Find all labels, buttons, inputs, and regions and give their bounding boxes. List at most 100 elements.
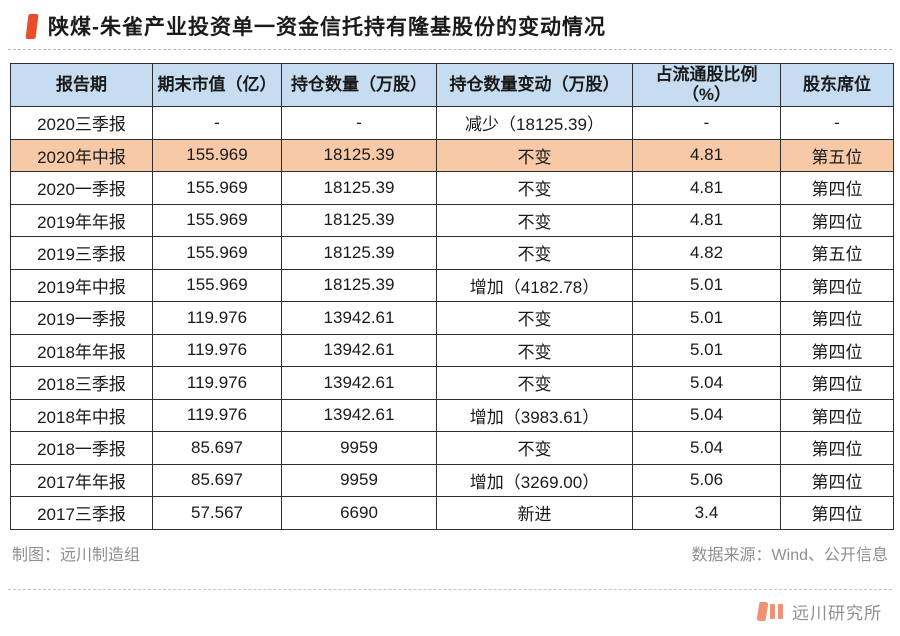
table-cell: - (632, 106, 781, 140)
table-cell: 2017年年报 (10, 463, 153, 497)
table-cell: 155.969 (152, 203, 282, 237)
table-row: 2020三季报 - - 减少（18125.39） - - (10, 106, 894, 140)
table-cell: 第四位 (780, 301, 894, 335)
table-row: 2018一季报 85.697 9959 不变 5.04 第四位 (10, 431, 894, 465)
table-cell: 第四位 (780, 268, 894, 302)
table-cell: 新进 (436, 496, 633, 530)
table-cell: 5.04 (632, 366, 781, 400)
table-row: 2020年中报 155.969 18125.39 不变 4.81 第五位 (10, 138, 894, 172)
table-cell: 第五位 (780, 138, 894, 172)
table-cell: 18125.39 (281, 268, 437, 302)
table-cell: 5.01 (632, 333, 781, 367)
table-cell: 13942.61 (281, 301, 437, 335)
title-separator (8, 49, 892, 50)
table-cell: 13942.61 (281, 366, 437, 400)
column-header: 股东席位 (780, 63, 894, 107)
data-source: 数据来源：Wind、公开信息 (691, 546, 888, 564)
table-cell: 5.01 (632, 268, 781, 302)
table-cell: 不变 (436, 333, 633, 367)
table-cell: 2019年中报 (10, 268, 153, 302)
table-cell: 119.976 (152, 366, 282, 400)
table-cell: 57.567 (152, 496, 282, 530)
table-cell: 增加（3269.00） (436, 463, 633, 497)
table-cell: 第四位 (780, 463, 894, 497)
page-title: 陕煤-朱雀产业投资单一资金信托持有隆基股份的变动情况 (48, 16, 606, 39)
table-cell: 第四位 (780, 203, 894, 237)
table-cell: 第四位 (780, 496, 894, 530)
table-cell: 2019三季报 (10, 236, 153, 270)
footer: 制图：远川制造组 数据来源：Wind、公开信息 (0, 530, 900, 565)
table-row: 2017年年报 85.697 9959 增加（3269.00） 5.06 第四位 (10, 463, 894, 497)
table-cell: 2020一季报 (10, 171, 153, 205)
table-row: 2018年中报 119.976 13942.61 增加（3983.61） 5.04 第四位 (10, 398, 894, 432)
title-row: 陕煤-朱雀产业投资单一资金信托持有隆基股份的变动情况 (0, 0, 900, 48)
table-cell: 2020三季报 (10, 106, 153, 140)
table-cell: 5.01 (632, 301, 781, 335)
table-cell: 5.04 (632, 431, 781, 465)
table-cell: 4.81 (632, 138, 781, 172)
table-cell: 增加（4182.78） (436, 268, 633, 302)
table-body: 2020三季报 - - 减少（18125.39） - -2020年中报 155.969 181… (10, 106, 894, 530)
table-cell: 2020年中报 (10, 138, 153, 172)
table-cell: 4.81 (632, 203, 781, 237)
table-cell: 不变 (436, 171, 633, 205)
table-cell: 119.976 (152, 333, 282, 367)
table-header-row: 报告期 期末市值（亿） 持仓数量（万股） 持仓数量变动（万股） 占流通股比例（%） 股东席… (10, 63, 894, 107)
column-header: 占流通股比例（%） (632, 63, 781, 107)
table-row: 2017三季报 57.567 6690 新进 3.4 第四位 (10, 496, 894, 530)
table-cell: 155.969 (152, 138, 282, 172)
table-cell: 2018年中报 (10, 398, 153, 432)
table-cell: 6690 (281, 496, 437, 530)
footer-separator (8, 589, 892, 590)
table-cell: 不变 (436, 203, 633, 237)
table-cell: 18125.39 (281, 171, 437, 205)
table-cell: 减少（18125.39） (436, 106, 633, 140)
table-cell: 第四位 (780, 333, 894, 367)
table-cell: 第五位 (780, 236, 894, 270)
table-cell: 13942.61 (281, 398, 437, 432)
brand-name: 远川研究所 (792, 604, 882, 623)
table-row: 2019年年报 155.969 18125.39 不变 4.81 第四位 (10, 203, 894, 237)
table-row: 2018年年报 119.976 13942.61 不变 5.01 第四位 (10, 333, 894, 367)
table-cell: 2018三季报 (10, 366, 153, 400)
table-cell: - (780, 106, 894, 140)
table-cell: 第四位 (780, 171, 894, 205)
table-cell: 增加（3983.61） (436, 398, 633, 432)
table-cell: 不变 (436, 366, 633, 400)
table-cell: 9959 (281, 463, 437, 497)
table-cell: 第四位 (780, 398, 894, 432)
table-row: 2019一季报 119.976 13942.61 不变 5.01 第四位 (10, 301, 894, 335)
column-header: 持仓数量变动（万股） (436, 63, 633, 107)
table-cell: 18125.39 (281, 236, 437, 270)
table-cell: 85.697 (152, 431, 282, 465)
table-cell: 不变 (436, 431, 633, 465)
table-cell: 2019年年报 (10, 203, 153, 237)
table-cell: 5.06 (632, 463, 781, 497)
column-header: 期末市值（亿） (152, 63, 282, 107)
chart-credit: 制图：远川制造组 (12, 546, 141, 564)
title-accent-bar-icon (25, 13, 39, 39)
logo-bars-icon (756, 602, 783, 622)
brand-logo: 远川研究所 (756, 599, 882, 624)
column-header: 持仓数量（万股） (281, 63, 437, 107)
table-cell: 9959 (281, 431, 437, 465)
table-cell: 155.969 (152, 268, 282, 302)
table-cell: 不变 (436, 236, 633, 270)
table-cell: 2018一季报 (10, 431, 153, 465)
table-cell: 5.04 (632, 398, 781, 432)
table-cell: 119.976 (152, 301, 282, 335)
table-cell: 85.697 (152, 463, 282, 497)
table-cell: - (281, 106, 437, 140)
table-cell: 不变 (436, 301, 633, 335)
table-row: 2018三季报 119.976 13942.61 不变 5.04 第四位 (10, 366, 894, 400)
table-cell: 18125.39 (281, 138, 437, 172)
table-cell: - (152, 106, 282, 140)
table-cell: 2017三季报 (10, 496, 153, 530)
table-cell: 2018年年报 (10, 333, 153, 367)
table-cell: 4.82 (632, 236, 781, 270)
table-cell: 155.969 (152, 236, 282, 270)
table-cell: 119.976 (152, 398, 282, 432)
table-row: 2019三季报 155.969 18125.39 不变 4.82 第五位 (10, 236, 894, 270)
table-cell: 2019一季报 (10, 301, 153, 335)
table-cell: 18125.39 (281, 203, 437, 237)
